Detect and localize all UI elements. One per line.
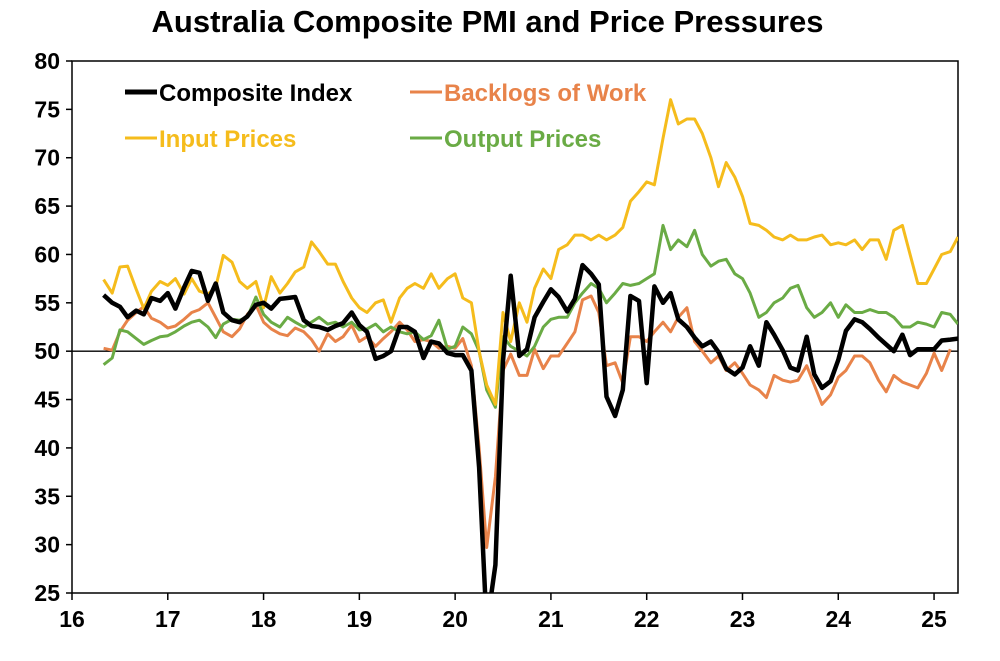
- x-tick-label: 16: [59, 606, 85, 632]
- x-tick-label: 20: [442, 606, 468, 632]
- x-tick-label: 23: [730, 606, 756, 632]
- legend-label-input-prices: Input Prices: [159, 126, 296, 153]
- y-tick-label: 60: [34, 241, 60, 267]
- x-tick-label: 19: [347, 606, 373, 632]
- x-tick-label: 25: [921, 606, 947, 632]
- axes: 25 30 35 40 45 50 55 60 65 70 75 80 16 17 18 19 20 21 22 23…: [34, 48, 959, 632]
- y-tick-label: 25: [34, 580, 60, 606]
- series-lines: [102, 98, 958, 593]
- x-tick-label: 17: [155, 606, 181, 632]
- legend-label-composite-index: Composite Index: [159, 80, 353, 107]
- y-tick-label: 30: [34, 532, 60, 558]
- series-line-backlogs-of-work: [103, 294, 952, 549]
- legend-label-output-prices: Output Prices: [444, 126, 601, 153]
- chart-title: Australia Composite PMI and Price Pressu…: [151, 4, 824, 39]
- y-tick-label: 40: [34, 435, 60, 461]
- x-tick-label: 24: [825, 606, 851, 632]
- plot-frame: [71, 60, 959, 594]
- x-tick-label: 22: [634, 606, 660, 632]
- y-tick-label: 75: [34, 96, 60, 122]
- y-tick-label: 65: [34, 193, 60, 219]
- y-tick-label: 80: [34, 48, 60, 74]
- y-tick-label: 70: [34, 145, 60, 171]
- y-tick-label: 55: [34, 290, 60, 316]
- x-tick-label: 21: [538, 606, 564, 632]
- y-tick-label: 50: [34, 338, 60, 364]
- y-tick-label: 35: [34, 483, 60, 509]
- legend-label-backlogs-of-work: Backlogs of Work: [444, 80, 647, 107]
- y-tick-label: 45: [34, 387, 60, 413]
- x-tick-label: 18: [251, 606, 277, 632]
- series-line-composite-index: [102, 262, 958, 593]
- legend: Composite Index Backlogs of Work Input Pri…: [125, 80, 647, 153]
- series-line-input-prices: [102, 98, 958, 406]
